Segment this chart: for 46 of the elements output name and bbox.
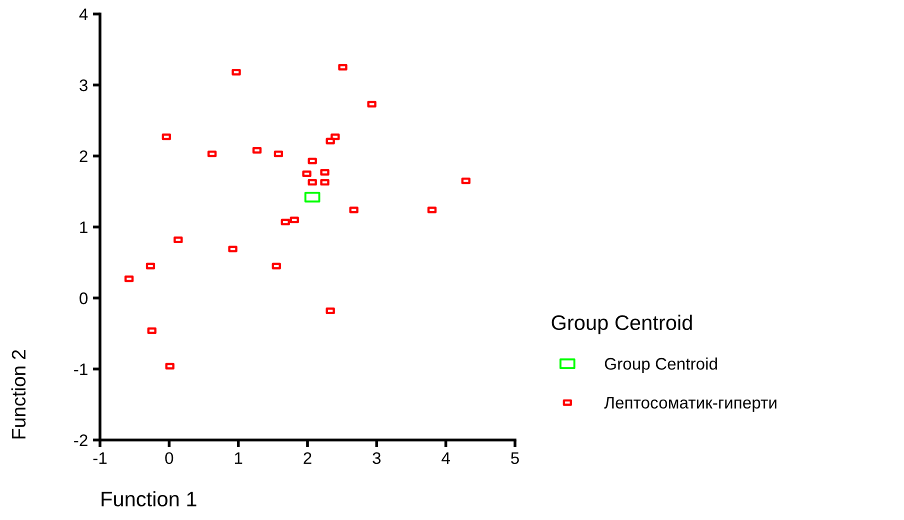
point — [367, 100, 376, 108]
point — [338, 64, 348, 71]
point — [272, 262, 281, 270]
legend-title: Group Centroid — [552, 314, 692, 334]
point — [124, 276, 134, 282]
x-tick-label: 2 — [304, 452, 312, 464]
point — [427, 206, 437, 214]
x-tick-label: 0 — [165, 452, 174, 464]
point — [461, 178, 470, 184]
point — [308, 178, 317, 186]
point — [320, 169, 330, 176]
x-tick-label: 4 — [442, 452, 450, 464]
point — [326, 308, 335, 314]
point — [330, 134, 340, 140]
point — [274, 150, 284, 158]
x-tick-label: 1 — [234, 452, 242, 464]
legend-label: Лептосоматик-гиперти — [604, 396, 776, 412]
legend-label: Group Centroid — [604, 357, 717, 374]
y-tick-label: 2 — [80, 150, 88, 162]
y-tick-label: 3 — [80, 79, 88, 92]
y-tick-label: -1 — [74, 364, 88, 376]
point — [228, 246, 238, 252]
point — [207, 150, 217, 158]
point — [252, 147, 262, 154]
y-tick-label: 1 — [80, 222, 88, 234]
x-tick-label: -1 — [93, 452, 107, 464]
point — [165, 362, 174, 370]
x-tick-label: 5 — [511, 452, 519, 464]
point — [326, 138, 335, 144]
x-axis-title: Function 1 — [102, 491, 196, 506]
point — [146, 262, 156, 270]
point — [320, 178, 330, 186]
point — [280, 218, 290, 226]
y-tick-label: 4 — [79, 8, 88, 20]
y-axis-title: Function 2 — [11, 350, 26, 438]
x-tick-label: 3 — [372, 452, 381, 464]
point — [147, 327, 156, 334]
point — [302, 170, 312, 178]
y-tick-label: -2 — [74, 434, 88, 446]
y-tick-label: 0 — [80, 292, 88, 304]
point — [290, 216, 299, 224]
point — [162, 134, 171, 140]
point — [174, 236, 183, 244]
point — [349, 206, 358, 214]
point — [308, 158, 317, 164]
point — [232, 68, 241, 76]
